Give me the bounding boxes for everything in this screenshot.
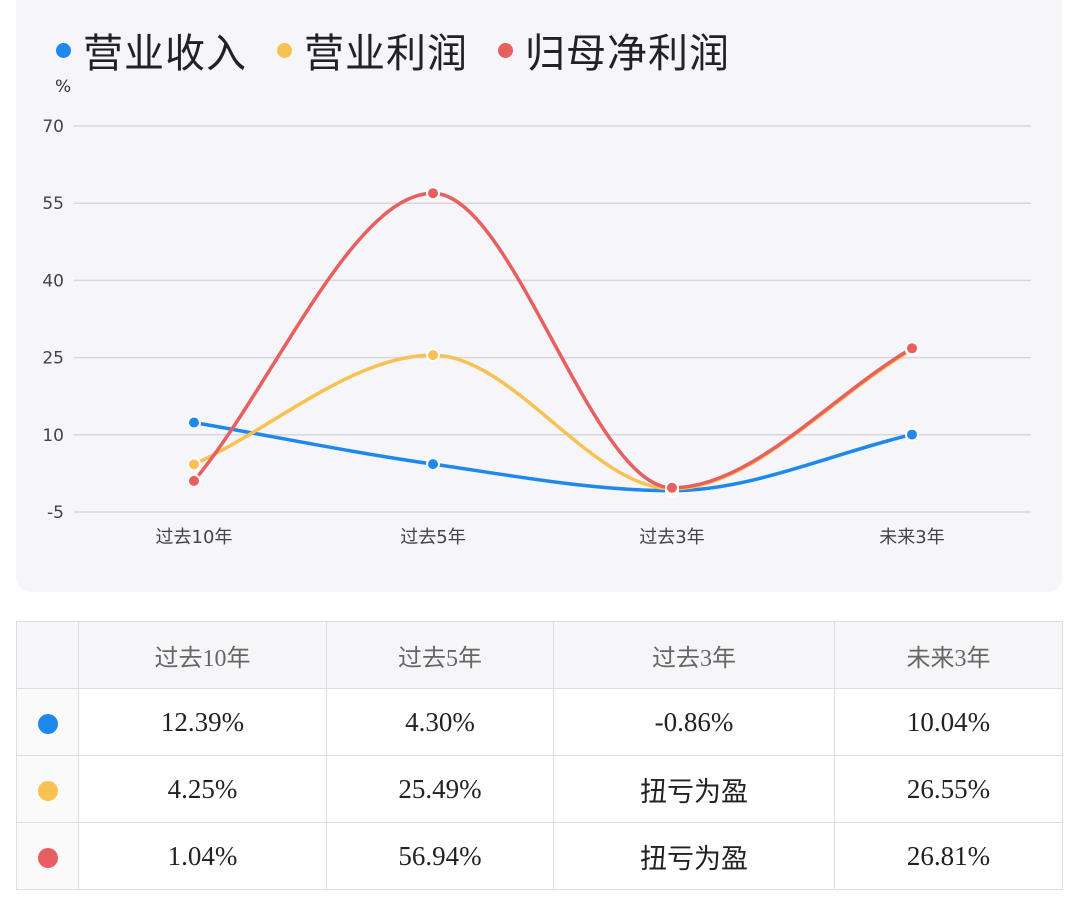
x-tick-label: 未来3年 bbox=[879, 527, 944, 548]
table-cell: -0.86% bbox=[553, 688, 835, 756]
table-cell: 1.04% bbox=[78, 822, 327, 890]
series-line-op-profit bbox=[192, 347, 914, 491]
y-tick-label: 40 bbox=[42, 271, 64, 291]
data-point-revenue bbox=[426, 457, 440, 472]
table-cell: 4.30% bbox=[326, 688, 554, 756]
net-profit-dot-icon bbox=[37, 848, 58, 869]
data-point-net-profit bbox=[905, 341, 919, 356]
table-row-revenue: 12.39% 4.30% -0.86% 10.04% bbox=[16, 688, 1063, 756]
table-cell: 扭亏为盈 bbox=[553, 755, 835, 823]
table-cell: 12.39% bbox=[78, 688, 327, 756]
data-point-net-profit bbox=[187, 473, 201, 488]
legend-label-op-profit: 营业利润 bbox=[304, 31, 468, 77]
row-marker-cell bbox=[16, 688, 79, 756]
op-profit-dot-icon bbox=[37, 781, 58, 802]
revenue-dot-icon bbox=[37, 714, 58, 735]
x-tick-label: 过去10年 bbox=[156, 527, 233, 548]
y-tick-label: 55 bbox=[42, 194, 64, 214]
data-point-op-profit bbox=[187, 457, 201, 472]
row-marker-cell bbox=[16, 755, 79, 823]
x-tick-label: 过去5年 bbox=[400, 527, 465, 548]
table-row-op-profit: 4.25% 25.49% 扭亏为盈 26.55% bbox=[16, 755, 1063, 823]
y-tick-label: 70 bbox=[42, 117, 64, 137]
table-cell: 10.04% bbox=[834, 688, 1063, 756]
table-row-net-profit: 1.04% 56.94% 扭亏为盈 26.81% bbox=[16, 822, 1063, 890]
data-point-op-profit bbox=[426, 348, 440, 363]
growth-table: 过去10年 过去5年 过去3年 未来3年 12.39% 4.30% -0.86%… bbox=[16, 621, 1063, 890]
chart-card: 营业收入 营业利润 归母净利润 % 70 55 40 25 10 -5 过去10年 过去5年 过… bbox=[16, 0, 1062, 592]
legend-item-op-profit[interactable]: 营业利润 bbox=[277, 21, 468, 79]
legend-label-revenue: 营业收入 bbox=[83, 31, 247, 77]
table-header-cell: 过去5年 bbox=[326, 621, 554, 689]
y-tick-label: 10 bbox=[42, 426, 64, 446]
data-point-net-profit bbox=[665, 480, 679, 495]
y-tick-label: 25 bbox=[42, 349, 64, 369]
x-tick-label: 过去3年 bbox=[639, 527, 704, 548]
series-line-net-profit bbox=[192, 191, 914, 490]
legend-dot-net-profit bbox=[498, 42, 513, 58]
data-point-revenue bbox=[187, 415, 201, 430]
chart-legend: 营业收入 营业利润 归母净利润 bbox=[56, 22, 760, 78]
legend-dot-revenue bbox=[56, 42, 71, 58]
line-chart: 70 55 40 25 10 -5 过去10年 过去5年 过去3年 未来3年 bbox=[42, 117, 1031, 548]
y-axis-unit: % bbox=[55, 77, 72, 97]
legend-dot-op-profit bbox=[277, 42, 292, 58]
table-header-cell: 过去10年 bbox=[78, 621, 327, 689]
legend-item-net-profit[interactable]: 归母净利润 bbox=[498, 21, 730, 79]
table-header-cell: 未来3年 bbox=[834, 621, 1063, 689]
table-cell: 25.49% bbox=[326, 755, 554, 823]
data-point-net-profit bbox=[426, 186, 440, 201]
table-cell: 56.94% bbox=[326, 822, 554, 890]
table-cell: 扭亏为盈 bbox=[553, 822, 835, 890]
y-tick-label: -5 bbox=[47, 503, 64, 523]
data-point-revenue bbox=[905, 427, 919, 442]
table-cell: 4.25% bbox=[78, 755, 327, 823]
series-line-revenue bbox=[192, 420, 914, 493]
table-header-blank bbox=[16, 621, 79, 689]
table-cell: 26.55% bbox=[834, 755, 1063, 823]
table-header-row: 过去10年 过去5年 过去3年 未来3年 bbox=[16, 621, 1063, 689]
legend-label-net-profit: 归母净利润 bbox=[525, 31, 730, 77]
legend-item-revenue[interactable]: 营业收入 bbox=[56, 21, 247, 79]
table-header-cell: 过去3年 bbox=[553, 621, 835, 689]
row-marker-cell bbox=[16, 822, 79, 890]
table-cell: 26.81% bbox=[834, 822, 1063, 890]
